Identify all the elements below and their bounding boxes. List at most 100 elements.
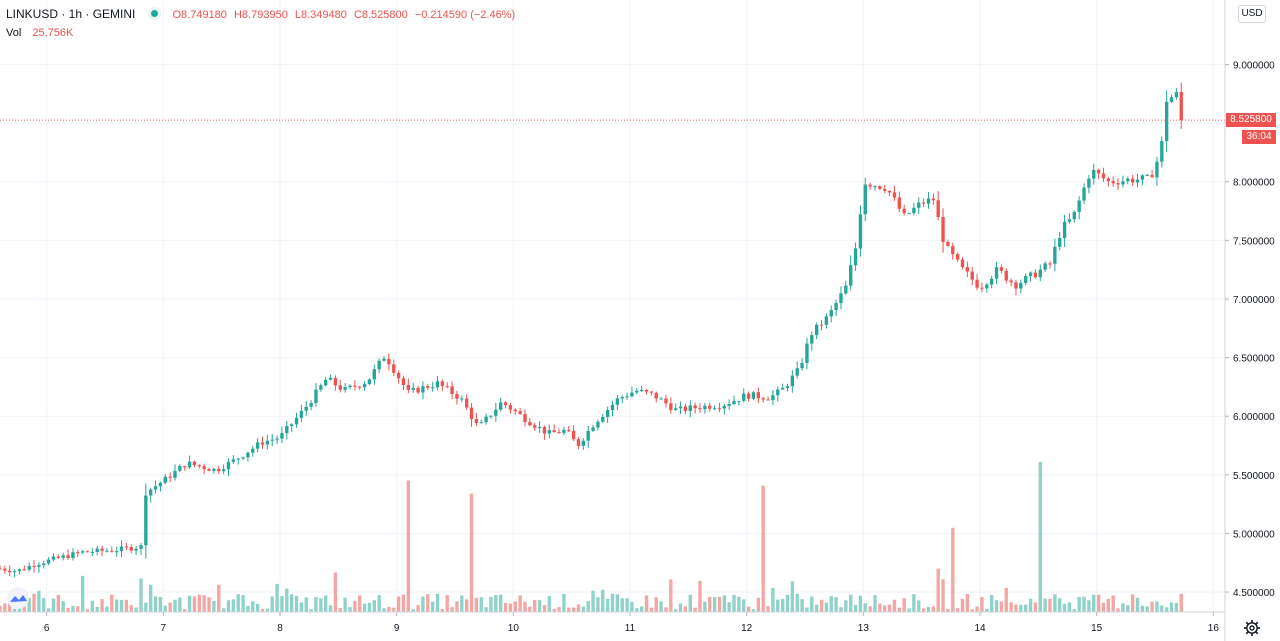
candle-body bbox=[489, 415, 493, 417]
candle-body bbox=[90, 551, 95, 553]
candle-body bbox=[314, 389, 318, 404]
candle-body bbox=[1111, 181, 1115, 184]
volume-bar bbox=[71, 605, 75, 612]
candle-body bbox=[883, 188, 887, 191]
candle-body bbox=[518, 411, 522, 414]
volume-bar bbox=[260, 609, 265, 612]
volume-bar bbox=[955, 608, 960, 612]
candle-body bbox=[581, 440, 586, 446]
volume-bar bbox=[51, 598, 56, 612]
gear-icon[interactable] bbox=[1243, 619, 1261, 637]
candle-body bbox=[994, 267, 999, 279]
volume-bar bbox=[683, 606, 688, 612]
candle-body bbox=[654, 392, 658, 399]
price-tick-label: 4.500000 bbox=[1233, 588, 1275, 599]
volume-bar bbox=[489, 596, 493, 612]
candle-body bbox=[173, 470, 177, 478]
volume-bar bbox=[416, 605, 420, 612]
market-status-icon[interactable] bbox=[148, 7, 162, 20]
candle-body bbox=[382, 358, 386, 361]
time-tick-label: 16 bbox=[1208, 623, 1220, 634]
candle-body bbox=[742, 393, 746, 401]
volume-bar bbox=[469, 493, 474, 612]
candle-body bbox=[693, 405, 697, 409]
volume-bar bbox=[508, 603, 513, 612]
volume-bar bbox=[1155, 601, 1159, 612]
chart-grid bbox=[0, 0, 1225, 612]
volume-bar bbox=[1087, 600, 1091, 612]
volume-bar bbox=[1062, 603, 1067, 612]
volume-bar bbox=[780, 599, 785, 612]
candle-body bbox=[936, 200, 940, 217]
volume-bar bbox=[1072, 608, 1076, 612]
volume-bar bbox=[387, 606, 391, 612]
volume-bar bbox=[372, 600, 376, 612]
volume-bar bbox=[562, 594, 566, 612]
candle-body bbox=[217, 468, 221, 472]
candle-body bbox=[853, 248, 858, 266]
volume-bar bbox=[42, 598, 46, 612]
volume-bar bbox=[630, 601, 634, 612]
candle-body bbox=[528, 422, 532, 426]
volume-bar bbox=[863, 603, 867, 612]
candle-body bbox=[149, 489, 153, 496]
candle-body bbox=[586, 430, 590, 441]
candle-body bbox=[251, 448, 255, 453]
candle-body bbox=[114, 551, 119, 553]
volume-bar bbox=[1096, 594, 1101, 612]
candle-body bbox=[1062, 221, 1067, 239]
candle-body bbox=[319, 385, 323, 390]
volume-bar bbox=[319, 598, 323, 612]
volume-bar bbox=[771, 587, 775, 612]
volume-bar bbox=[703, 601, 707, 612]
candle-body bbox=[105, 550, 109, 552]
volume-bar bbox=[353, 600, 357, 612]
volume-bar bbox=[829, 596, 833, 612]
candle-body bbox=[1014, 282, 1018, 289]
candle-body bbox=[479, 422, 483, 424]
candle-body bbox=[1174, 92, 1179, 98]
candle-body bbox=[450, 386, 454, 395]
candle-body bbox=[513, 409, 517, 412]
candle-body bbox=[1096, 169, 1101, 174]
symbol-title[interactable]: LINKUSD · 1h · GEMINI bbox=[6, 7, 136, 21]
candle-body bbox=[1043, 263, 1047, 270]
volume-bar bbox=[674, 609, 678, 612]
volume-bar bbox=[1121, 603, 1125, 612]
candle-body bbox=[999, 267, 1004, 271]
candle-body bbox=[567, 429, 571, 432]
price-tick-label: 7.500000 bbox=[1233, 236, 1275, 247]
volume-bar bbox=[951, 527, 955, 612]
volume-bar bbox=[85, 609, 90, 612]
candle-body bbox=[464, 398, 469, 408]
candle-body bbox=[810, 335, 814, 344]
volume-bar bbox=[853, 604, 858, 612]
candle-body bbox=[907, 213, 911, 215]
candle-body bbox=[333, 377, 338, 386]
volume-bar bbox=[56, 594, 61, 612]
volume-bar bbox=[1053, 594, 1057, 612]
candle-body bbox=[601, 416, 605, 422]
time-tick-label: 11 bbox=[625, 623, 636, 634]
volume-label[interactable]: Vol bbox=[6, 27, 22, 39]
candle-body bbox=[85, 551, 90, 553]
candle-body bbox=[1106, 178, 1111, 182]
volume-bar bbox=[1140, 605, 1145, 612]
candle-body bbox=[158, 482, 163, 487]
volume-bar bbox=[669, 579, 673, 612]
currency-button[interactable]: USD bbox=[1238, 5, 1266, 23]
volume-bar bbox=[800, 599, 804, 612]
candle-body bbox=[367, 379, 372, 385]
candle-body bbox=[1155, 161, 1159, 178]
candle-body bbox=[1179, 92, 1183, 121]
volume-bar bbox=[314, 597, 318, 612]
volume-bar bbox=[8, 599, 12, 612]
candle-body bbox=[926, 198, 931, 204]
candle-body bbox=[858, 214, 863, 249]
volume-bar bbox=[0, 605, 2, 612]
candle-body bbox=[56, 556, 61, 558]
candle-body bbox=[416, 387, 420, 393]
logo-icon[interactable] bbox=[7, 587, 29, 609]
candle-body bbox=[547, 430, 551, 434]
